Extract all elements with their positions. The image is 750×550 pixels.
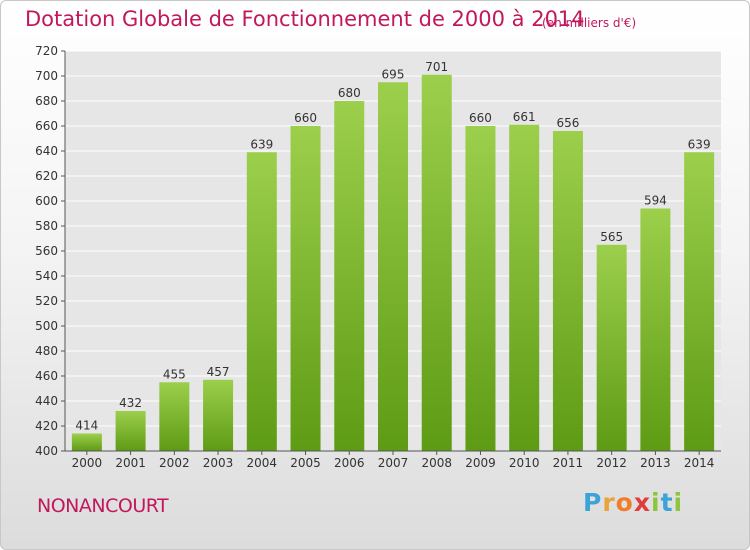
bar-2002 [159, 382, 190, 451]
y-tick-label: 700 [35, 69, 58, 83]
bar-value-label: 414 [75, 419, 98, 433]
bar-value-label: 680 [338, 86, 361, 100]
bar-2013 [640, 208, 671, 451]
y-tick-label: 560 [35, 244, 58, 258]
bar-2003 [203, 379, 234, 451]
bar-value-label: 695 [382, 67, 405, 81]
x-tick-label: 2012 [596, 456, 627, 470]
y-tick-label: 480 [35, 344, 58, 358]
y-tick-label: 720 [35, 44, 58, 58]
axes: 400 420 440 460 480 500 520 540 560 580 600 620 640 6… [35, 44, 721, 470]
y-tick-label: 620 [35, 169, 58, 183]
bar-2010 [509, 124, 540, 451]
y-tick-label: 540 [35, 269, 58, 283]
y-tick-label: 420 [35, 419, 58, 433]
x-tick-label: 2005 [290, 456, 321, 470]
bar-value-label: 565 [600, 230, 623, 244]
proxiti-logo: Proxiti [583, 488, 684, 517]
bars: 414 432 455 457 639 660 680 695 701 660 661 656 565 5… [71, 60, 715, 451]
x-tick-label: 2007 [378, 456, 409, 470]
bar-2000 [71, 433, 102, 451]
y-tick-label: 640 [35, 144, 58, 158]
y-tick-label: 440 [35, 394, 58, 408]
x-tick-label: 2006 [334, 456, 365, 470]
y-tick-label: 460 [35, 369, 58, 383]
x-tick-label: 2013 [640, 456, 671, 470]
y-tick-label: 400 [35, 444, 58, 458]
x-tick-label: 2004 [247, 456, 278, 470]
commune-name: NONANCOURT [37, 495, 169, 517]
bar-2006 [334, 101, 365, 451]
bar-value-label: 639 [250, 137, 273, 151]
bar-2005 [290, 126, 321, 451]
x-tick-label: 2011 [553, 456, 584, 470]
y-tick-label: 600 [35, 194, 58, 208]
x-tick-label: 2003 [203, 456, 234, 470]
bar-value-label: 639 [688, 137, 711, 151]
bar-2012 [596, 244, 627, 451]
bar-2004 [246, 152, 277, 451]
bar-value-label: 701 [425, 60, 448, 74]
x-tick-label: 2008 [421, 456, 452, 470]
x-tick-label: 2001 [115, 456, 146, 470]
x-tick-label: 2009 [465, 456, 496, 470]
bar-2014 [684, 152, 715, 451]
bar-value-label: 432 [119, 396, 142, 410]
x-tick-label: 2010 [509, 456, 540, 470]
chart-title: Dotation Globale de Fonctionnement de 20… [25, 7, 585, 31]
y-tick-label: 660 [35, 119, 58, 133]
bar-value-label: 594 [644, 194, 667, 208]
bar-value-label: 660 [469, 111, 492, 125]
bar-value-label: 660 [294, 111, 317, 125]
bar-2001 [115, 411, 146, 451]
bar-2007 [378, 82, 408, 451]
y-tick-label: 580 [35, 219, 58, 233]
y-tick-label: 680 [35, 94, 58, 108]
y-tick-label: 500 [35, 319, 58, 333]
y-tick-label: 520 [35, 294, 58, 308]
chart-unit: (en milliers d'€) [542, 16, 637, 30]
bar-value-label: 457 [207, 365, 230, 379]
x-tick-label: 2014 [684, 456, 715, 470]
bar-value-label: 455 [163, 367, 186, 381]
bar-value-label: 661 [513, 110, 536, 124]
bar-2011 [552, 131, 583, 451]
x-tick-label: 2000 [72, 456, 103, 470]
x-tick-label: 2002 [159, 456, 190, 470]
bar-2008 [421, 74, 452, 451]
bar-value-label: 656 [556, 116, 579, 130]
bar-2009 [465, 126, 496, 451]
